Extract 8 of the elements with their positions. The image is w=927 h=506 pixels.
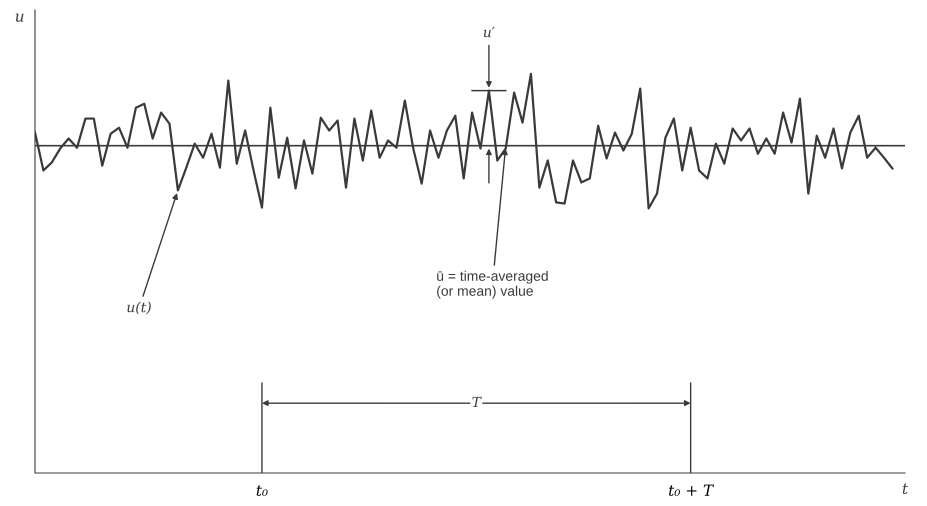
annotation: u(t) — [127, 302, 151, 314]
annotation: T — [472, 396, 482, 407]
y-axis-title: u — [16, 14, 24, 22]
x-axis-title: t — [902, 483, 908, 494]
text: u′ — [484, 26, 495, 38]
x-tick-label: t₀ — [256, 485, 268, 496]
x-tick-label: t₀ + T — [669, 484, 714, 496]
annotation: ū = time-averaged (or mean) value — [437, 270, 548, 299]
